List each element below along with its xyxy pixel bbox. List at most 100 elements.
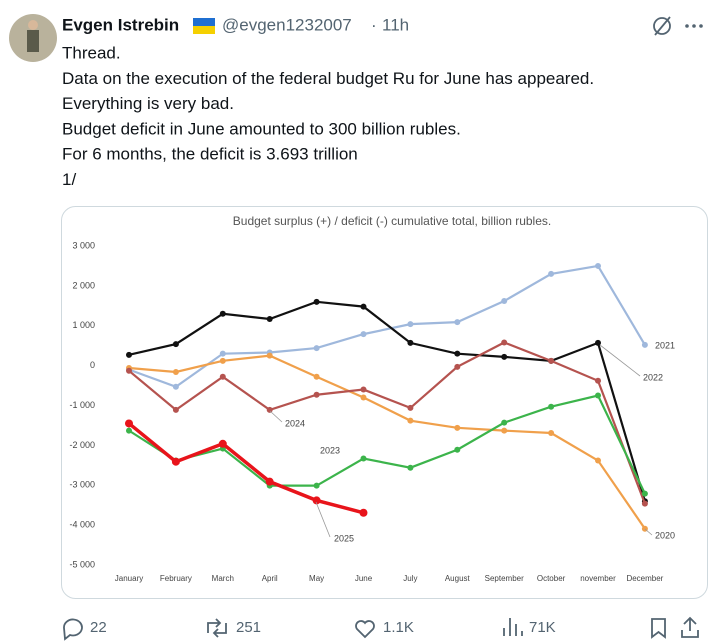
data-point xyxy=(360,331,367,338)
data-point xyxy=(501,427,508,434)
data-point xyxy=(454,424,461,431)
data-point xyxy=(595,392,601,399)
data-point xyxy=(641,490,648,497)
data-point xyxy=(171,457,180,466)
data-point xyxy=(219,350,226,357)
data-point xyxy=(126,367,132,374)
x-tick-label: December xyxy=(626,574,663,583)
data-point xyxy=(313,391,320,398)
like-count: 1.1K xyxy=(383,619,414,636)
data-point xyxy=(454,363,461,370)
data-point xyxy=(360,455,367,462)
x-tick-label: January xyxy=(115,574,143,583)
flag-bottom xyxy=(193,26,215,34)
data-point xyxy=(407,417,414,424)
data-point xyxy=(548,430,555,437)
series-label: 2024 xyxy=(285,418,305,428)
series-line xyxy=(127,422,364,515)
series-label: 2021 xyxy=(655,340,675,350)
data-point xyxy=(172,369,179,376)
data-point xyxy=(172,406,179,413)
x-tick-label: September xyxy=(485,574,524,583)
x-tick-label: november xyxy=(580,574,616,583)
chart-title: Budget surplus (+) / deficit (-) cumulat… xyxy=(233,214,551,228)
more-icon[interactable] xyxy=(685,24,703,28)
data-point xyxy=(360,394,367,401)
media-card[interactable] xyxy=(61,206,708,599)
data-point xyxy=(595,457,601,464)
author-handle[interactable]: @evgen1232007 xyxy=(222,15,352,34)
data-point xyxy=(641,341,648,348)
series-label: 2023 xyxy=(320,445,340,455)
series-label: 2025 xyxy=(334,533,354,543)
repost-count: 251 xyxy=(236,619,261,636)
share-icon[interactable] xyxy=(681,616,699,638)
data-point xyxy=(172,383,179,390)
repost-icon[interactable] xyxy=(207,618,227,638)
bookmark-icon[interactable] xyxy=(651,618,666,639)
data-point xyxy=(454,319,461,326)
data-point xyxy=(501,353,508,360)
time[interactable]: 11h xyxy=(382,15,409,34)
data-point xyxy=(125,419,133,428)
data-point xyxy=(219,373,226,380)
x-tick-label: July xyxy=(403,574,417,583)
y-tick-label: -3 000 xyxy=(69,480,95,490)
data-point xyxy=(407,404,414,411)
x-tick-label: October xyxy=(537,574,566,583)
data-point xyxy=(360,303,367,310)
data-point xyxy=(641,500,648,507)
leader-line xyxy=(315,501,331,538)
leader-line xyxy=(644,528,653,536)
data-point xyxy=(407,464,414,471)
x-tick-label: June xyxy=(355,574,373,583)
data-point xyxy=(501,419,508,426)
data-point xyxy=(595,262,601,269)
x-tick-label: August xyxy=(445,574,471,583)
series-line xyxy=(128,341,646,504)
y-tick-label: 1 000 xyxy=(72,320,95,330)
data-point xyxy=(595,377,601,384)
tweet-line: For 6 months, the deficit is 3.693 trill… xyxy=(62,145,358,164)
y-tick-label: 0 xyxy=(90,360,95,370)
reply-icon[interactable] xyxy=(63,618,83,641)
data-point xyxy=(548,403,555,410)
data-point xyxy=(454,350,461,357)
data-point xyxy=(266,352,273,359)
x-tick-label: May xyxy=(309,574,324,583)
y-tick-label: -4 000 xyxy=(69,520,95,530)
leader-line xyxy=(599,344,641,377)
y-tick-label: -2 000 xyxy=(69,440,95,450)
data-point xyxy=(407,339,414,346)
series-line xyxy=(128,264,646,388)
author-name[interactable]: Evgen Istrebin xyxy=(62,15,179,34)
data-point xyxy=(266,406,273,413)
separator: · xyxy=(371,15,377,34)
data-point xyxy=(359,508,368,517)
data-point xyxy=(407,321,414,328)
data-point xyxy=(312,496,321,505)
series-line xyxy=(128,394,646,495)
grok-icon[interactable] xyxy=(653,16,671,36)
views-icon[interactable] xyxy=(503,618,523,636)
data-point xyxy=(360,386,367,393)
data-point xyxy=(218,439,227,448)
data-point xyxy=(548,357,555,364)
like-icon[interactable] xyxy=(355,620,375,639)
tweet-line: Data on the execution of the federal bud… xyxy=(62,69,594,88)
y-tick-label: -1 000 xyxy=(69,400,95,410)
y-tick-label: 3 000 xyxy=(72,240,95,250)
flag-top xyxy=(193,18,215,26)
x-tick-label: March xyxy=(212,574,234,583)
data-point xyxy=(126,427,132,434)
x-tick-label: April xyxy=(262,574,278,583)
leader-line xyxy=(269,410,283,423)
data-point xyxy=(126,351,132,358)
series-label: 2020 xyxy=(655,530,675,540)
data-point xyxy=(313,373,320,380)
tweet-line: Thread. xyxy=(62,43,121,62)
x-tick-label: February xyxy=(160,574,192,583)
series-line xyxy=(128,300,646,502)
data-point xyxy=(548,270,555,277)
